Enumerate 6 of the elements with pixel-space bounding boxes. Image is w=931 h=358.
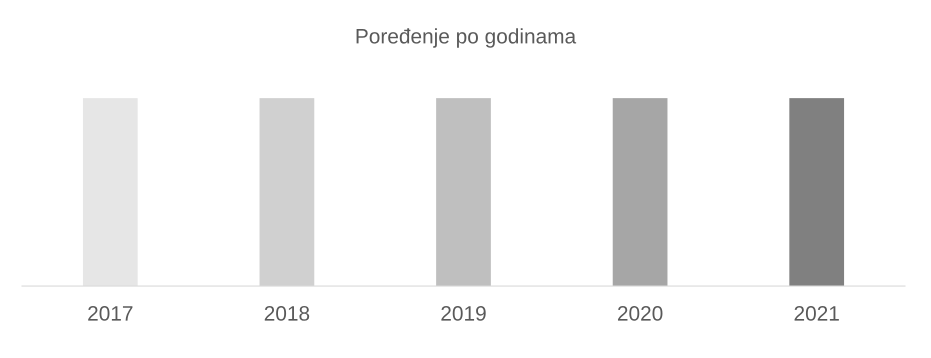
x-tick-label: 2020 <box>618 306 662 321</box>
x-tick-label: 2018 <box>264 306 310 321</box>
chart-title: Poređenje po godinama <box>356 28 576 48</box>
x-tick-label: 2021 <box>794 306 839 321</box>
x-tick-label: 2019 <box>441 306 486 321</box>
x-tick-label: 2017 <box>88 306 132 321</box>
